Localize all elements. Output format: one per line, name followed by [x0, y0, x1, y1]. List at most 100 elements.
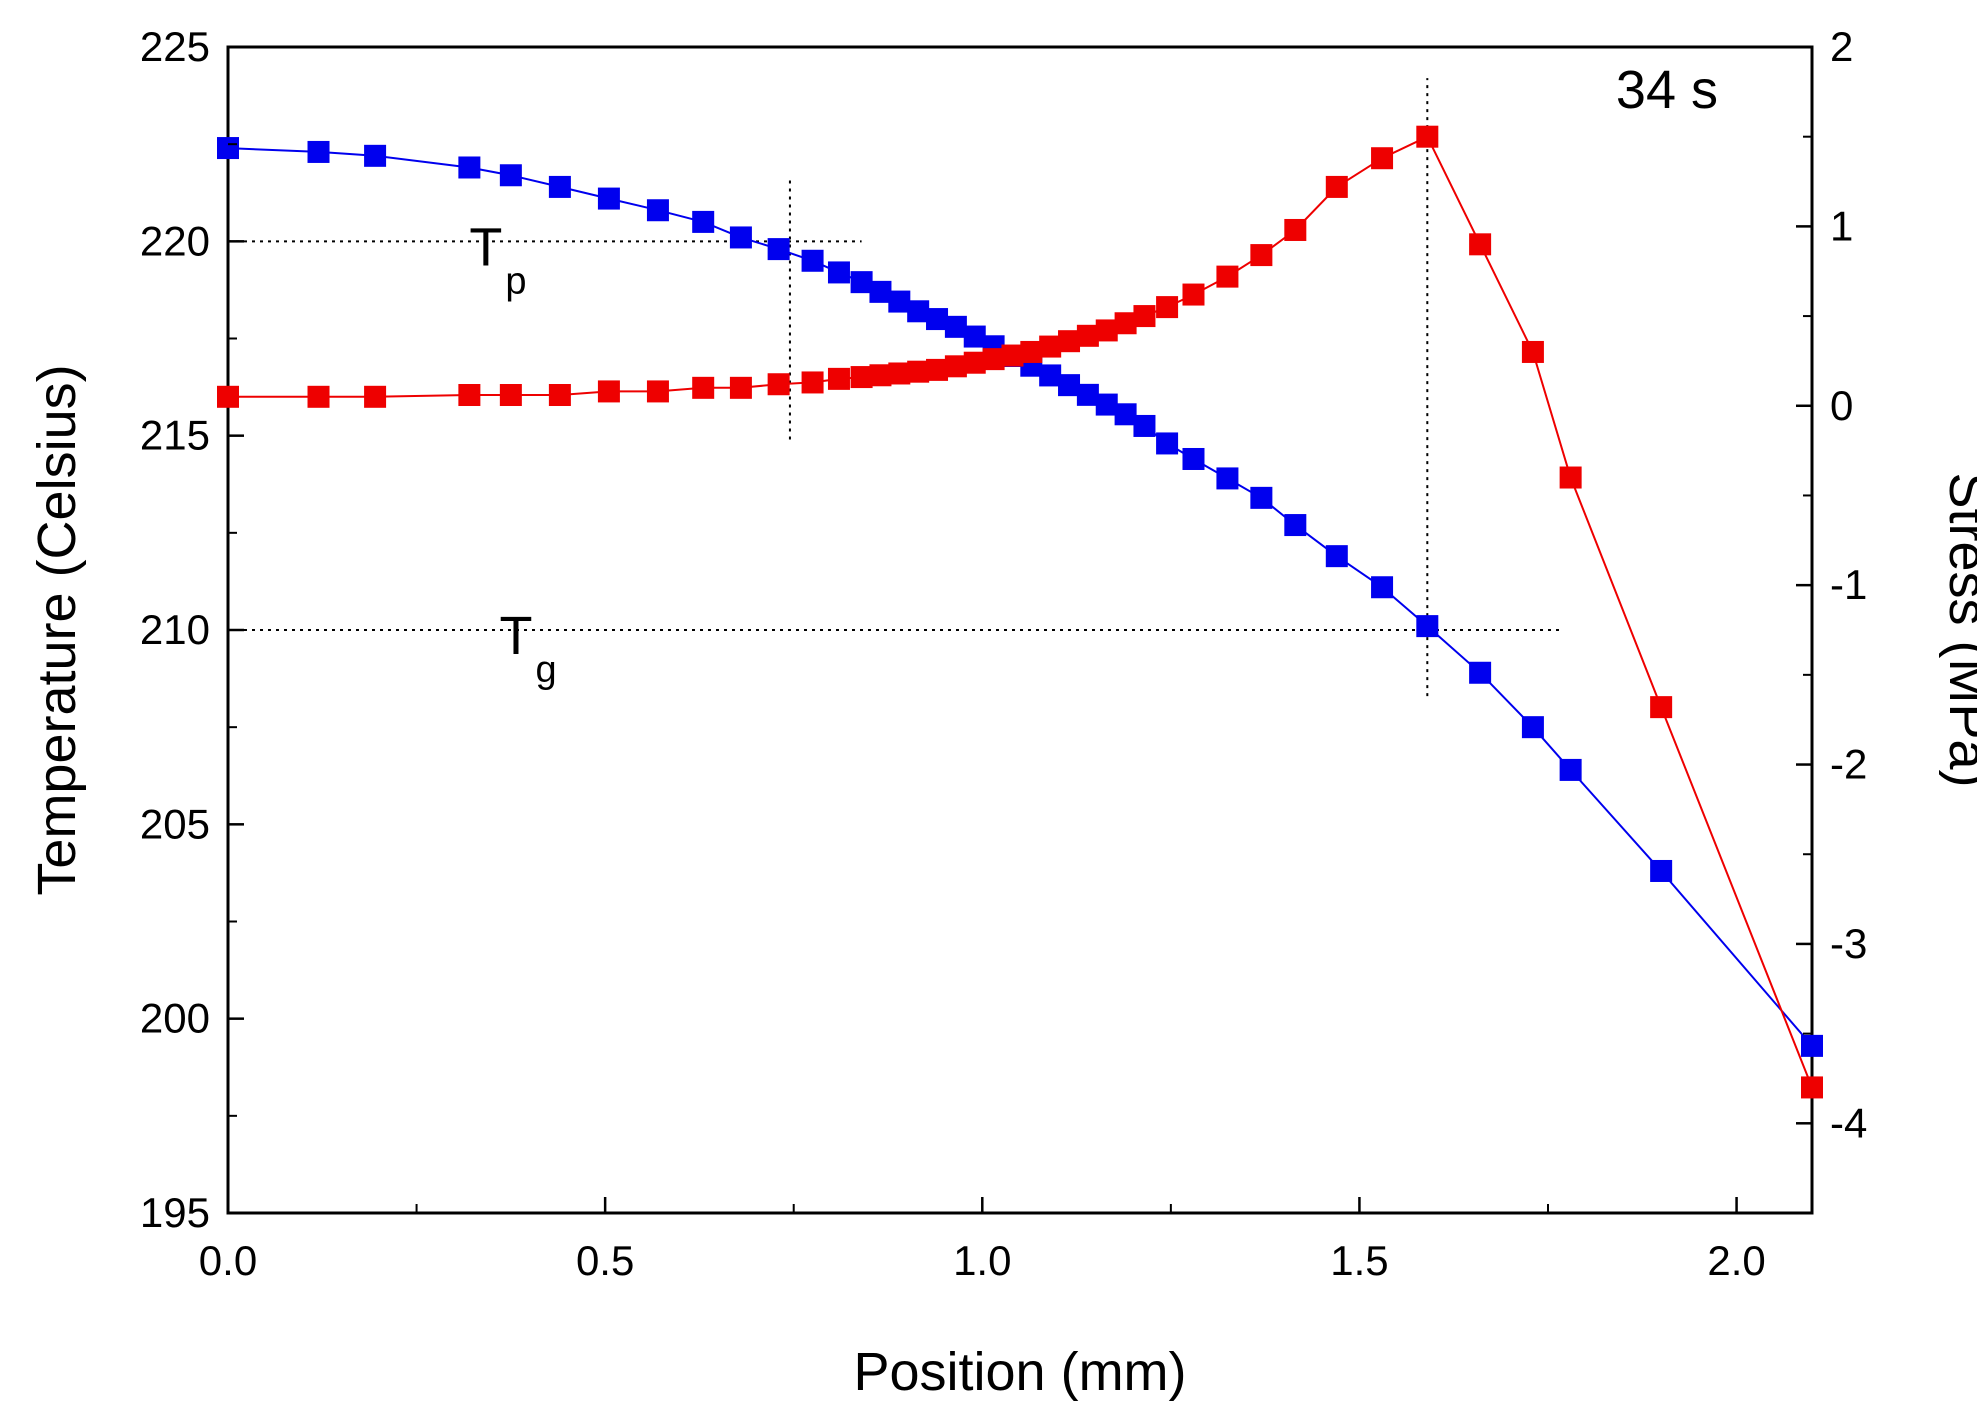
point-stress	[597, 380, 620, 403]
point-temperature	[1650, 859, 1673, 882]
point-temperature	[1250, 486, 1273, 509]
point-stress	[1650, 696, 1673, 719]
y-tick-label: 220	[140, 217, 210, 264]
ref-label-sub-Tg: g	[536, 649, 557, 691]
x-tick-label: 1.0	[953, 1237, 1011, 1284]
point-temperature	[458, 156, 481, 179]
x-tick-label: 0.0	[199, 1237, 257, 1284]
point-stress	[1284, 218, 1307, 241]
point-temperature	[692, 210, 715, 233]
point-temperature	[548, 175, 571, 198]
point-stress	[907, 360, 930, 383]
point-temperature	[364, 144, 387, 167]
point-temperature	[827, 261, 850, 284]
point-stress	[1039, 335, 1062, 358]
point-stress	[1133, 305, 1156, 328]
point-temperature	[1095, 393, 1118, 416]
point-temperature	[1416, 615, 1439, 638]
point-temperature	[1133, 414, 1156, 437]
point-temperature	[729, 226, 752, 249]
point-stress	[364, 385, 387, 408]
point-temperature	[801, 249, 824, 272]
y2-tick-label: 0	[1830, 382, 1853, 429]
y2-tick-label: -2	[1830, 741, 1867, 788]
point-temperature	[217, 137, 239, 160]
point-stress	[729, 376, 752, 399]
point-temperature	[499, 164, 522, 187]
point-stress	[1156, 296, 1179, 319]
point-stress	[888, 362, 911, 385]
axes-ticks: 0.0 0.5 1.0 1.5 2.0195200205210215220225-4-3…	[140, 23, 1867, 1284]
x-axis-title: Position (mm)	[853, 1342, 1186, 1402]
point-temperature	[597, 187, 620, 210]
point-temperature	[907, 300, 930, 323]
y2-tick-label: 1	[1830, 202, 1853, 249]
point-temperature	[1559, 758, 1582, 781]
y-tick-label: 205	[140, 800, 210, 847]
point-temperature	[944, 315, 967, 338]
point-stress	[1416, 125, 1439, 148]
y2-axis-title: Stress (MPa)	[1938, 472, 1977, 787]
point-temperature	[1371, 576, 1394, 599]
y-tick-label: 215	[140, 412, 210, 459]
point-temperature	[1076, 383, 1099, 406]
point-stress	[1521, 340, 1544, 363]
point-stress	[1216, 265, 1239, 288]
point-stress	[1058, 330, 1081, 353]
point-stress	[1325, 175, 1348, 198]
point-stress	[548, 384, 571, 407]
y-tick-label: 225	[140, 23, 210, 70]
x-tick-label: 1.5	[1330, 1237, 1388, 1284]
point-temperature	[963, 325, 986, 348]
point-temperature	[869, 280, 892, 303]
y2-tick-label: -4	[1830, 1099, 1867, 1146]
point-temperature	[850, 271, 873, 294]
ref-label-Tg: T	[500, 606, 533, 666]
point-stress	[1076, 324, 1099, 347]
ref-label-sub-Tp: p	[505, 260, 526, 302]
point-stress	[307, 385, 330, 408]
series-markers	[217, 125, 1823, 1099]
point-stress	[1469, 233, 1492, 256]
point-temperature	[926, 308, 949, 331]
ref-label-Tp: T	[469, 217, 502, 277]
point-stress	[692, 376, 715, 399]
point-stress	[1020, 340, 1043, 363]
point-temperature	[1156, 432, 1179, 455]
point-stress	[944, 355, 967, 378]
y-axis-title: Temperature (Celsius)	[27, 364, 87, 895]
point-stress	[850, 366, 873, 389]
point-temperature	[888, 290, 911, 313]
y-tick-label: 195	[140, 1189, 210, 1236]
point-stress	[1095, 319, 1118, 342]
point-stress	[499, 384, 522, 407]
point-stress	[217, 385, 239, 408]
point-temperature	[1325, 545, 1348, 568]
y2-tick-label: -1	[1830, 561, 1867, 608]
point-stress	[827, 367, 850, 390]
x-tick-label: 0.5	[576, 1237, 634, 1284]
point-stress	[646, 380, 669, 403]
point-temperature	[767, 238, 790, 261]
point-stress	[1801, 1076, 1823, 1099]
y2-tick-label: -3	[1830, 920, 1867, 967]
point-temperature	[1039, 364, 1062, 387]
point-stress	[1001, 344, 1024, 367]
point-stress	[1371, 147, 1394, 170]
point-stress	[963, 351, 986, 374]
y2-tick-label: 2	[1830, 23, 1853, 70]
point-temperature	[646, 199, 669, 222]
point-temperature	[307, 140, 330, 163]
time-annotation: 34 s	[1616, 60, 1718, 120]
point-temperature	[1801, 1034, 1823, 1057]
y-tick-label: 200	[140, 995, 210, 1042]
point-temperature	[1216, 467, 1239, 490]
point-temperature	[1114, 403, 1137, 426]
point-temperature	[1521, 716, 1544, 739]
y-tick-label: 210	[140, 606, 210, 653]
point-stress	[1114, 312, 1137, 335]
point-temperature	[1058, 374, 1081, 397]
x-tick-label: 2.0	[1707, 1237, 1765, 1284]
point-temperature	[1182, 447, 1205, 470]
